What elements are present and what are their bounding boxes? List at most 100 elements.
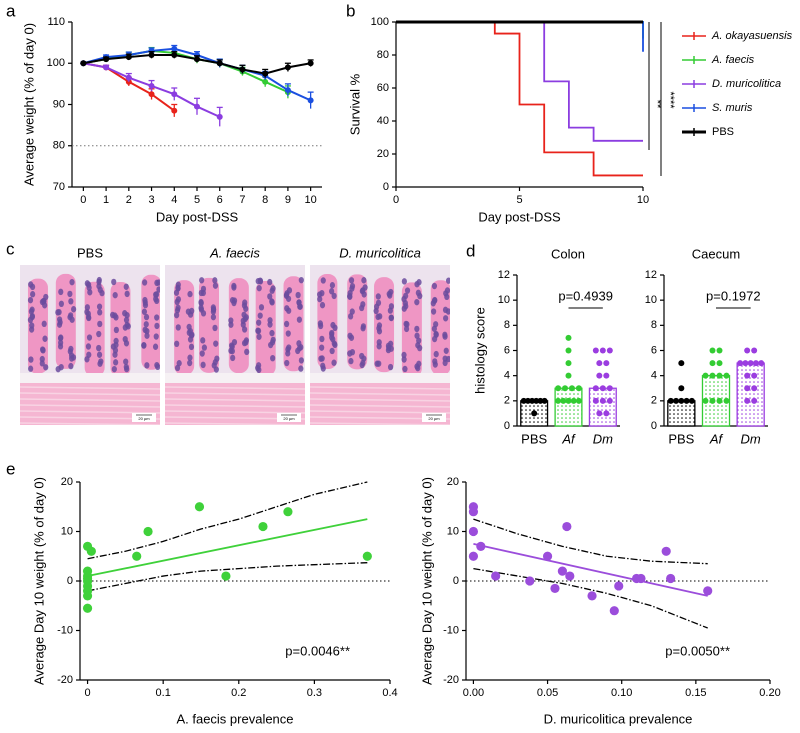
tissue-nucleus [331, 359, 337, 366]
tissue-nucleus [269, 287, 275, 294]
data-point [636, 573, 646, 584]
data-point [283, 507, 293, 517]
data-point [751, 372, 758, 379]
tissue-nucleus [211, 362, 217, 369]
y-tick-label: -20 [57, 674, 73, 686]
x-tick-label: 9 [285, 194, 291, 206]
y-tick-label: 0 [651, 420, 657, 432]
tissue-nucleus [96, 276, 102, 284]
data-point [709, 372, 716, 379]
tissue-nucleus [200, 361, 206, 369]
tissue-nucleus [58, 288, 64, 296]
tissue-nucleus [388, 314, 394, 322]
tissue-nucleus [152, 343, 159, 350]
data-point [565, 360, 572, 367]
tissue-nucleus [141, 341, 147, 349]
tissue-nucleus [231, 297, 238, 304]
tissue-nucleus [318, 355, 324, 362]
tissue-nucleus [30, 291, 36, 298]
data-point [678, 397, 685, 404]
data-point [148, 47, 155, 54]
data-point [525, 576, 535, 586]
tissue-nucleus [360, 301, 366, 308]
data-point [592, 385, 599, 392]
tissue-nucleus [329, 282, 336, 289]
data-point [716, 397, 723, 404]
x-tick-label: 0 [393, 194, 399, 206]
data-point [703, 586, 713, 596]
tissue-nucleus [317, 295, 323, 303]
tissue-nucleus [348, 313, 354, 320]
bar [554, 387, 583, 427]
y-tick-label: 40 [377, 115, 389, 127]
tissue-fiber [310, 398, 450, 402]
data-point [587, 591, 597, 601]
tissue-nucleus [286, 344, 292, 351]
tissue-nucleus [55, 365, 61, 373]
data-point [565, 571, 575, 581]
data-point [737, 360, 744, 367]
tissue-nucleus [347, 350, 353, 357]
legend-label: D. muricolitica [712, 78, 781, 90]
x-tick-label: 0.2 [231, 687, 246, 699]
data-point [596, 410, 603, 417]
tissue-nucleus [416, 337, 422, 344]
tissue-nucleus [69, 278, 75, 286]
tissue-nucleus [401, 351, 407, 359]
tissue-nucleus [320, 365, 326, 372]
tissue-nucleus [58, 339, 64, 346]
y-tick-label: -10 [57, 624, 73, 636]
data-point [541, 397, 548, 404]
tissue-nucleus [242, 326, 248, 333]
data-point [171, 91, 178, 98]
tissue-nucleus [298, 357, 304, 364]
tissue-nucleus [154, 291, 160, 298]
tissue-nucleus [124, 290, 130, 298]
tissue-nucleus [375, 299, 382, 307]
tissue-nucleus [320, 277, 326, 284]
data-point [171, 52, 178, 58]
data-point [666, 573, 676, 584]
tissue-nucleus [142, 279, 148, 286]
tissue-nucleus [331, 292, 337, 300]
tissue-nucleus [431, 308, 437, 315]
y-tick-label: 90 [53, 98, 65, 110]
tissue-nucleus [431, 282, 438, 290]
tissue-nucleus [444, 293, 450, 301]
data-point [683, 397, 690, 404]
tissue-nucleus [68, 362, 74, 370]
x-tick-label: 2 [126, 194, 132, 206]
tissue-nucleus [200, 337, 206, 344]
y-axis-label: histology score [472, 307, 487, 394]
tissue-nucleus [256, 319, 262, 326]
data-point [284, 87, 291, 94]
scale-bar-box [277, 413, 301, 422]
tissue-nucleus [376, 325, 382, 332]
y-tick-label: 60 [377, 82, 389, 94]
panel-label: c [6, 239, 15, 258]
tissue-nucleus [86, 334, 93, 341]
tissue-nucleus [257, 312, 263, 319]
tissue-nucleus [198, 289, 204, 297]
tissue-nucleus [269, 299, 275, 306]
tissue-nucleus [154, 322, 160, 330]
data-point [171, 45, 178, 52]
tissue-nucleus [175, 324, 181, 331]
x-tick-label: 0 [84, 687, 90, 699]
tissue-nucleus [113, 326, 119, 334]
tissue-nucleus [403, 325, 410, 333]
x-axis-label: A. faecis prevalence [176, 711, 293, 726]
tissue-nucleus [360, 323, 367, 330]
data-point [565, 347, 572, 354]
tissue-nucleus [68, 298, 74, 305]
tissue-nucleus [156, 279, 160, 286]
tissue-nucleus [96, 303, 103, 310]
data-point [258, 521, 268, 532]
data-point [609, 606, 619, 616]
tissue-nucleus [401, 356, 407, 363]
data-point [599, 385, 606, 392]
tissue-nucleus [243, 305, 249, 312]
x-tick-label: Af [561, 431, 576, 446]
data-point [194, 52, 200, 58]
data-point [709, 360, 716, 367]
